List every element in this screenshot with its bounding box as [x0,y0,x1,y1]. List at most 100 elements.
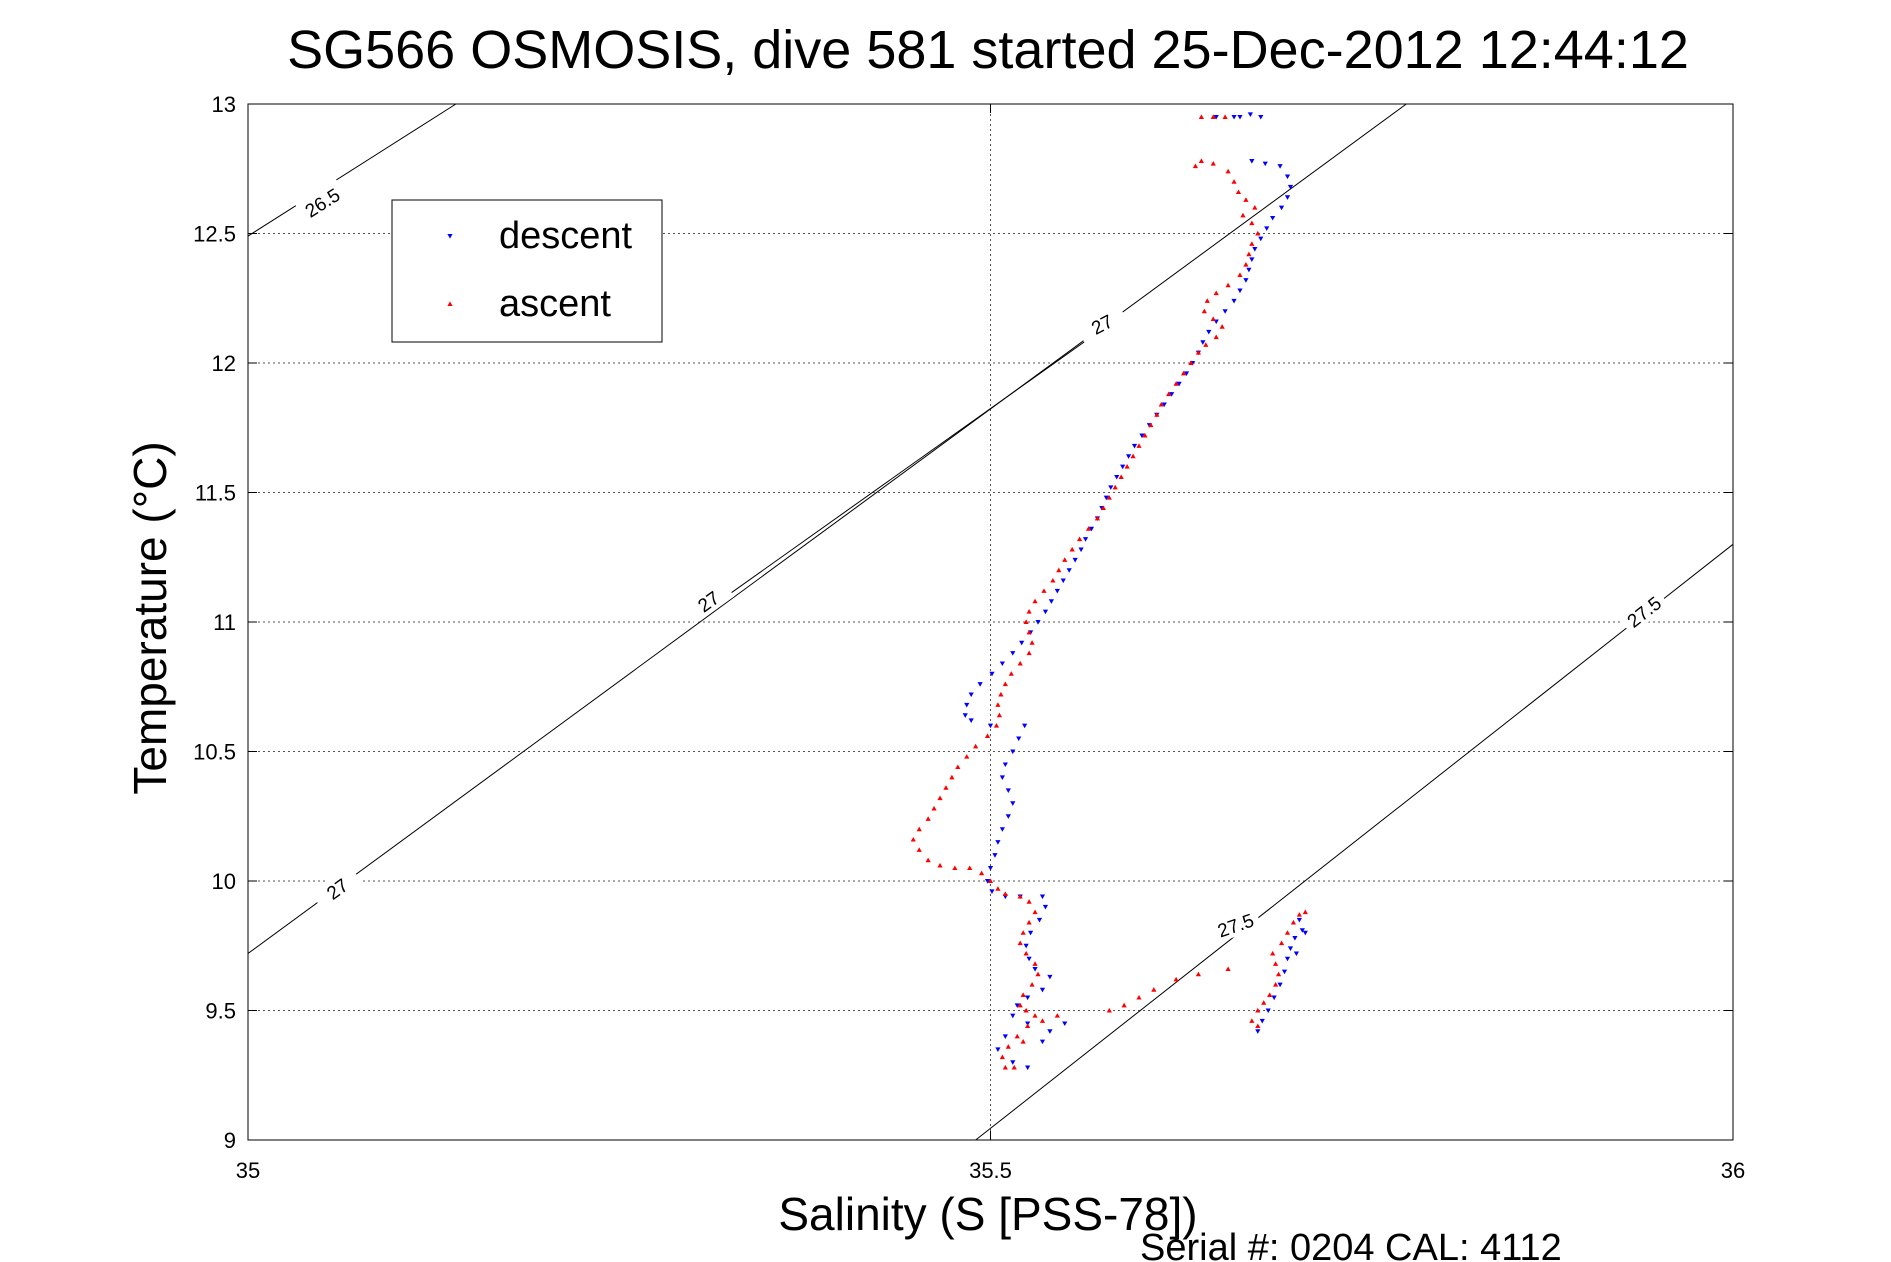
ascent-point [1026,899,1032,904]
descent-point [968,718,974,724]
descent-point [1284,174,1291,180]
descent-point [1302,930,1308,936]
descent-point [1259,1018,1265,1024]
ascent-point [1056,567,1062,573]
ascent-point [1225,282,1231,288]
descent-point [1183,371,1190,376]
ascent-legend-label: ascent [499,283,611,325]
descent-point [1262,161,1268,167]
ascent-point [1255,1007,1261,1013]
ascent-point [1032,909,1038,915]
ascent-point [925,816,931,821]
ascent-point [1025,1023,1031,1029]
descent-point [1271,995,1277,1001]
y-tick-label: 12.5 [193,222,236,247]
ascent-point [1195,350,1201,355]
isopycnal-label-bg [1616,586,1670,636]
y-tick-label: 10 [212,869,236,894]
descent-point [1019,640,1025,646]
descent-point [1066,568,1072,573]
descent-point [1231,298,1237,304]
descent-point [964,702,970,708]
y-tick-label: 12 [212,351,236,376]
ascent-point [1235,189,1242,195]
ascent-point [1213,290,1219,296]
descent-point [1082,537,1089,542]
ascent-point [1023,619,1029,624]
ascent-point [1273,961,1279,966]
ascent-point [1130,453,1136,459]
descent-point [1027,930,1034,936]
legend-box [391,199,663,343]
ascent-point [955,764,961,770]
ascent-point [1005,1044,1011,1049]
descent-point [968,692,974,698]
descent-point [1120,464,1126,470]
descent-point [1054,588,1060,594]
descent-point [1032,967,1038,972]
ascent-point [999,1054,1005,1060]
ascent-point [1094,515,1101,521]
legend: descent ascent [391,199,663,343]
ascent-point [993,723,1000,728]
descent-point [1010,1013,1016,1019]
descent-point [1126,454,1132,459]
ascent-point [1249,220,1255,226]
descent-point [1042,609,1049,615]
descent-point [1237,114,1243,120]
descent-legend-marker [447,234,453,239]
ascent-point [973,743,979,749]
ascent-point [1261,1000,1267,1005]
descent-point [1287,946,1294,951]
descent-point [1264,226,1270,231]
descent-point [1002,762,1008,768]
ascent-point [1032,961,1038,966]
ascent-point [1029,982,1035,987]
ascent-point [1008,671,1014,676]
ascent-point [1246,251,1252,257]
descent-point [1048,599,1054,604]
descent-point [1161,402,1167,408]
descent-point [1005,814,1011,819]
ascent-point [1243,197,1249,202]
descent-point [1176,381,1182,387]
descent-point [1023,943,1029,949]
descent-point [1036,917,1043,923]
isopycnal-label-bg [1208,904,1262,944]
ascent-point [1136,994,1142,1000]
ascent-point [1249,241,1255,246]
isopycnal-label-bg [295,178,349,225]
ascent-point [1222,114,1228,119]
ascent-point [1026,609,1032,614]
descent-point [1249,257,1255,262]
ascent-series [910,114,1308,1070]
descent-point [1293,951,1300,957]
descent-point [1287,184,1294,190]
ascent-point [1020,930,1026,935]
ascent-point [1136,443,1142,448]
chart-title: SG566 OSMOSIS, dive 581 started 25-Dec-2… [287,20,1689,80]
ascent-point [1002,1064,1008,1070]
ascent-point [1029,640,1035,645]
descent-point [1281,969,1288,975]
ascent-point [1278,940,1285,946]
ascent-point [949,774,955,780]
descent-point [1025,1065,1031,1071]
ascent-point [964,754,970,759]
ascent-point [996,712,1003,718]
ascent-point [1026,629,1032,635]
ascent-point [1011,1064,1017,1070]
ascent-point [1054,1013,1060,1018]
descent-point [1200,340,1206,345]
isopycnal-line [247,103,1407,954]
descent-point [1039,894,1046,900]
ascent-point [1050,577,1056,583]
descent-point [1108,485,1114,490]
descent-point [987,866,994,871]
descent-point [1206,329,1212,335]
ascent-point [1302,909,1308,915]
ascent-point [1173,976,1179,982]
ascent-point [937,795,943,801]
ascent-point [1201,308,1207,314]
